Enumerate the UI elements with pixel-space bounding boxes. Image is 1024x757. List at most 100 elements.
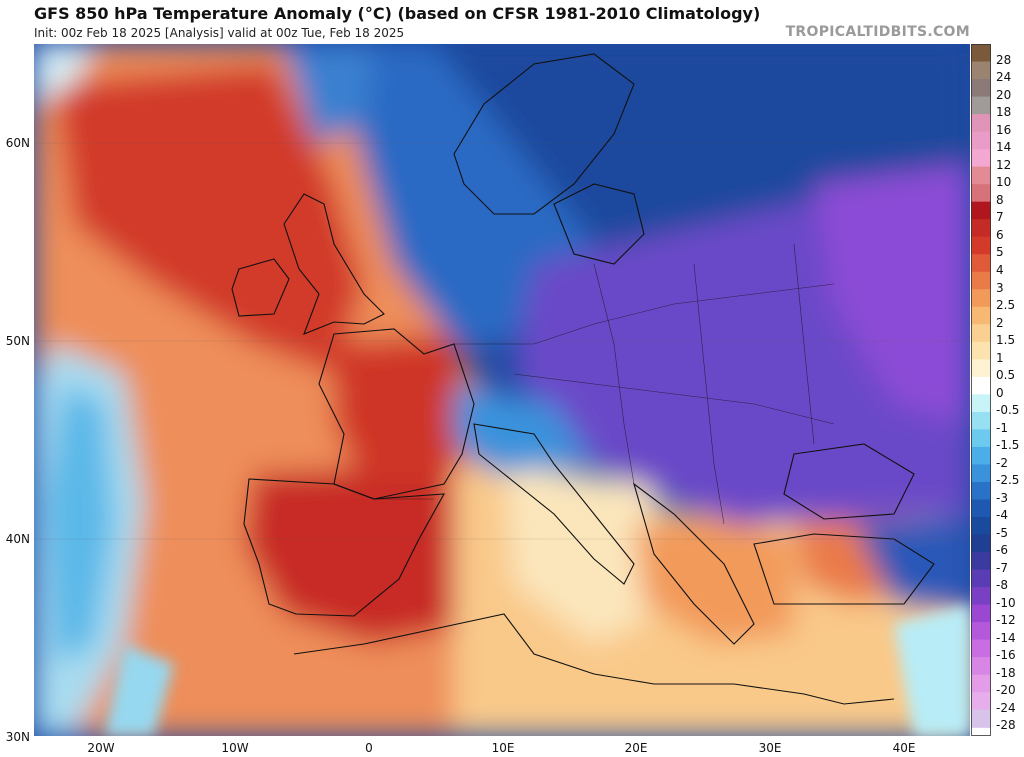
black-sea-coast	[783, 443, 915, 520]
warm-aegean	[634, 514, 794, 644]
colorbar-label: -28	[996, 718, 1016, 733]
lon-label-20e: 20E	[624, 741, 648, 755]
alps-cool	[454, 384, 594, 474]
cool-tongue	[44, 384, 114, 664]
colorbar-swatch	[971, 692, 991, 711]
colorbar-label: -12	[996, 613, 1016, 628]
colorbar-swatch	[971, 184, 991, 203]
colorbar-swatch	[971, 394, 991, 413]
colorbar-label: -24	[996, 700, 1016, 715]
chart-subtitle: Init: 00z Feb 18 2025 [Analysis] valid a…	[34, 26, 405, 40]
uk-coast	[283, 193, 385, 335]
colorbar-swatch	[971, 359, 991, 378]
colorbar-label: -2.5	[996, 473, 1020, 488]
colorbar-label: 16	[996, 122, 1012, 137]
anomaly-map	[34, 44, 970, 736]
colorbar-label: 28	[996, 52, 1012, 67]
colorbar-swatch	[971, 429, 991, 448]
colorbar-label: 1	[996, 350, 1004, 365]
ireland-coast	[231, 258, 290, 317]
colorbar	[971, 44, 991, 736]
lat-label-50n: 50N	[5, 334, 30, 348]
colorbar-label: -1	[996, 420, 1008, 435]
colorbar-label: 24	[996, 70, 1012, 85]
country-borders	[333, 243, 835, 525]
colorbar-swatch	[971, 622, 991, 641]
colorbar-swatch	[971, 534, 991, 553]
cold-caucasus	[854, 514, 970, 614]
colorbar-swatch	[971, 639, 991, 658]
colorbar-swatch	[971, 587, 991, 606]
colorbar-swatch	[971, 114, 991, 133]
colorbar-label: -16	[996, 648, 1016, 663]
colorbar-swatch	[971, 79, 991, 98]
colorbar-swatch	[971, 289, 991, 308]
lon-label-10e: 10E	[491, 741, 515, 755]
colorbar-swatch	[971, 219, 991, 238]
colorbar-swatch	[971, 464, 991, 483]
colorbar-label: -5	[996, 525, 1008, 540]
colorbar-label: 0	[996, 385, 1004, 400]
colorbar-label: -3	[996, 490, 1008, 505]
baltic-coast	[553, 183, 645, 265]
lon-label-30e: 30E	[758, 741, 782, 755]
lon-label-0: 0	[365, 741, 373, 755]
colorbar-swatch	[971, 236, 991, 255]
site-brand: TROPICALTIDBITS.COM	[785, 24, 970, 40]
colorbar-label: 18	[996, 105, 1012, 120]
colorbar-label: -1.5	[996, 438, 1020, 453]
colorbar-label: -6	[996, 543, 1008, 558]
nw-corner-cool	[34, 44, 94, 104]
colorbar-label: -7	[996, 560, 1008, 575]
colorbar-swatch	[971, 552, 991, 571]
lat-label-30n: 30N	[5, 730, 30, 744]
colorbar-swatch	[971, 44, 991, 63]
cool-morocco-edge	[104, 644, 174, 736]
colorbar-label: -18	[996, 665, 1016, 680]
colorbar-swatch	[971, 499, 991, 518]
italy-coast	[473, 423, 635, 585]
lat-label-40n: 40N	[5, 532, 30, 546]
colorbar-label: -2	[996, 455, 1008, 470]
colorbar-label: 7	[996, 210, 1004, 225]
colorbar-swatch	[971, 166, 991, 185]
colorbar-label: 20	[996, 87, 1012, 102]
colorbar-swatch	[971, 149, 991, 168]
colorbar-swatch	[971, 131, 991, 150]
colorbar-label: -0.5	[996, 403, 1020, 418]
chart-title: GFS 850 hPa Temperature Anomaly (°C) (ba…	[34, 4, 761, 23]
cold-core-russia	[814, 164, 970, 424]
colorbar-swatch	[971, 481, 991, 501]
colorbar-swatch	[971, 254, 991, 273]
colorbar-label: -14	[996, 630, 1016, 645]
colorbar-swatch	[971, 96, 991, 115]
colorbar-swatch	[971, 446, 991, 466]
colorbar-swatch	[971, 709, 991, 728]
colorbar-swatch	[971, 341, 991, 360]
colorbar-label: 12	[996, 157, 1012, 172]
colorbar-label: 6	[996, 227, 1004, 242]
colorbar-label: -20	[996, 683, 1016, 698]
colorbar-label: 2.5	[996, 298, 1016, 313]
warm-core-france	[334, 334, 474, 484]
colorbar-label: -10	[996, 595, 1016, 610]
colorbar-label: 10	[996, 175, 1012, 190]
lat-label-60n: 60N	[5, 136, 30, 150]
colorbar-swatch	[971, 674, 991, 693]
france-coast	[318, 328, 475, 500]
colorbar-label: 2	[996, 315, 1004, 330]
levant-cool	[894, 604, 970, 736]
scandinavia-coast	[453, 53, 635, 215]
colorbar-label: 8	[996, 192, 1004, 207]
turkey-coast	[753, 533, 935, 605]
colorbar-label: 0.5	[996, 368, 1016, 383]
warm-core-west	[54, 64, 364, 374]
colorbar-swatch	[971, 604, 991, 623]
graticule	[34, 142, 970, 540]
colorbar-label: 14	[996, 140, 1012, 155]
coastlines	[231, 53, 935, 705]
colorbar-label: 4	[996, 262, 1004, 277]
balkans-coast	[633, 482, 755, 645]
warm-core-iberia	[244, 464, 504, 644]
colorbar-swatch	[971, 271, 991, 290]
